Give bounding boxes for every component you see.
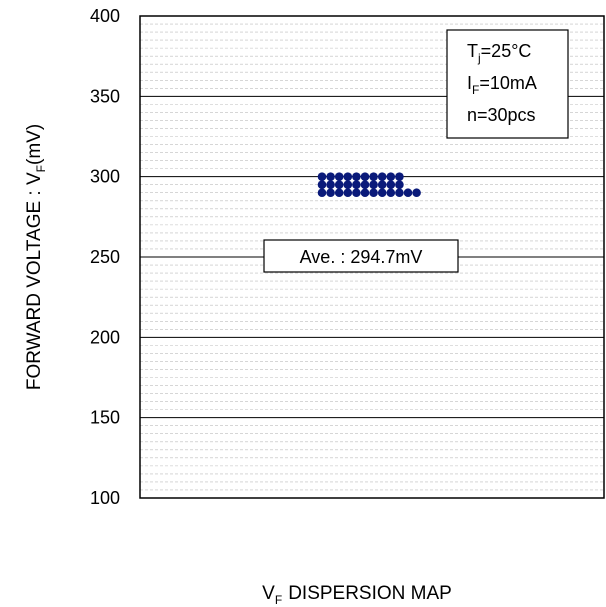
data-point bbox=[360, 188, 370, 198]
data-point bbox=[403, 188, 413, 198]
average-label: Ave. : 294.7mV bbox=[300, 247, 423, 267]
average-annotation: Ave. : 294.7mV bbox=[263, 239, 459, 273]
chart-title: VF DISPERSION MAP bbox=[262, 583, 452, 607]
condition-n: n=30pcs bbox=[467, 105, 536, 125]
y-tick-labels: 100 150 200 250 300 350 400 bbox=[90, 6, 120, 508]
data-point bbox=[326, 180, 335, 189]
y-axis-label-unit: (mV) bbox=[24, 124, 45, 165]
data-point bbox=[317, 188, 327, 198]
data-point bbox=[334, 180, 344, 189]
data-point bbox=[360, 172, 370, 181]
data-point bbox=[369, 172, 378, 181]
data-point bbox=[334, 188, 344, 198]
data-point bbox=[360, 180, 370, 189]
data-point bbox=[317, 180, 327, 189]
data-point bbox=[386, 188, 396, 198]
data-point bbox=[395, 188, 404, 198]
data-point bbox=[412, 188, 421, 198]
y-tick-label: 100 bbox=[90, 488, 120, 508]
condition-if: IF=10mA bbox=[467, 73, 537, 97]
data-point bbox=[369, 188, 378, 198]
data-point bbox=[377, 180, 387, 189]
y-tick-label: 250 bbox=[90, 247, 120, 267]
data-point bbox=[377, 188, 387, 198]
data-point bbox=[343, 180, 353, 189]
y-axis-label-main: FORWARD VOLTAGE : V bbox=[24, 172, 45, 390]
condition-tj: Tj=25°C bbox=[467, 41, 531, 65]
data-point bbox=[377, 172, 387, 181]
conditions-box: Tj=25°C IF=10mA n=30pcs bbox=[446, 29, 569, 139]
chart-title-text: DISPERSION MAP bbox=[288, 583, 452, 604]
data-point bbox=[386, 172, 396, 181]
data-point bbox=[317, 172, 327, 181]
y-tick-label: 400 bbox=[90, 6, 120, 26]
y-axis-label: FORWARD VOLTAGE : VF(mV) bbox=[24, 124, 48, 390]
data-point bbox=[369, 180, 378, 189]
data-point bbox=[395, 172, 404, 181]
y-tick-label: 350 bbox=[90, 86, 120, 106]
chart-title-subscript: F bbox=[275, 593, 282, 607]
data-point bbox=[343, 188, 353, 198]
data-points bbox=[317, 172, 421, 198]
y-axis-label-subscript: F bbox=[34, 165, 48, 172]
y-tick-label: 150 bbox=[90, 408, 120, 428]
data-point bbox=[395, 180, 404, 189]
data-point bbox=[352, 188, 361, 198]
chart-title-symbol: V bbox=[262, 583, 275, 604]
y-tick-label: 300 bbox=[90, 167, 120, 187]
data-point bbox=[352, 172, 361, 181]
data-point bbox=[352, 180, 361, 189]
data-point bbox=[326, 188, 335, 198]
y-tick-label: 200 bbox=[90, 327, 120, 347]
data-point bbox=[334, 172, 344, 181]
data-point bbox=[326, 172, 335, 181]
data-point bbox=[343, 172, 353, 181]
data-point bbox=[386, 180, 396, 189]
plot-frame bbox=[139, 15, 605, 499]
